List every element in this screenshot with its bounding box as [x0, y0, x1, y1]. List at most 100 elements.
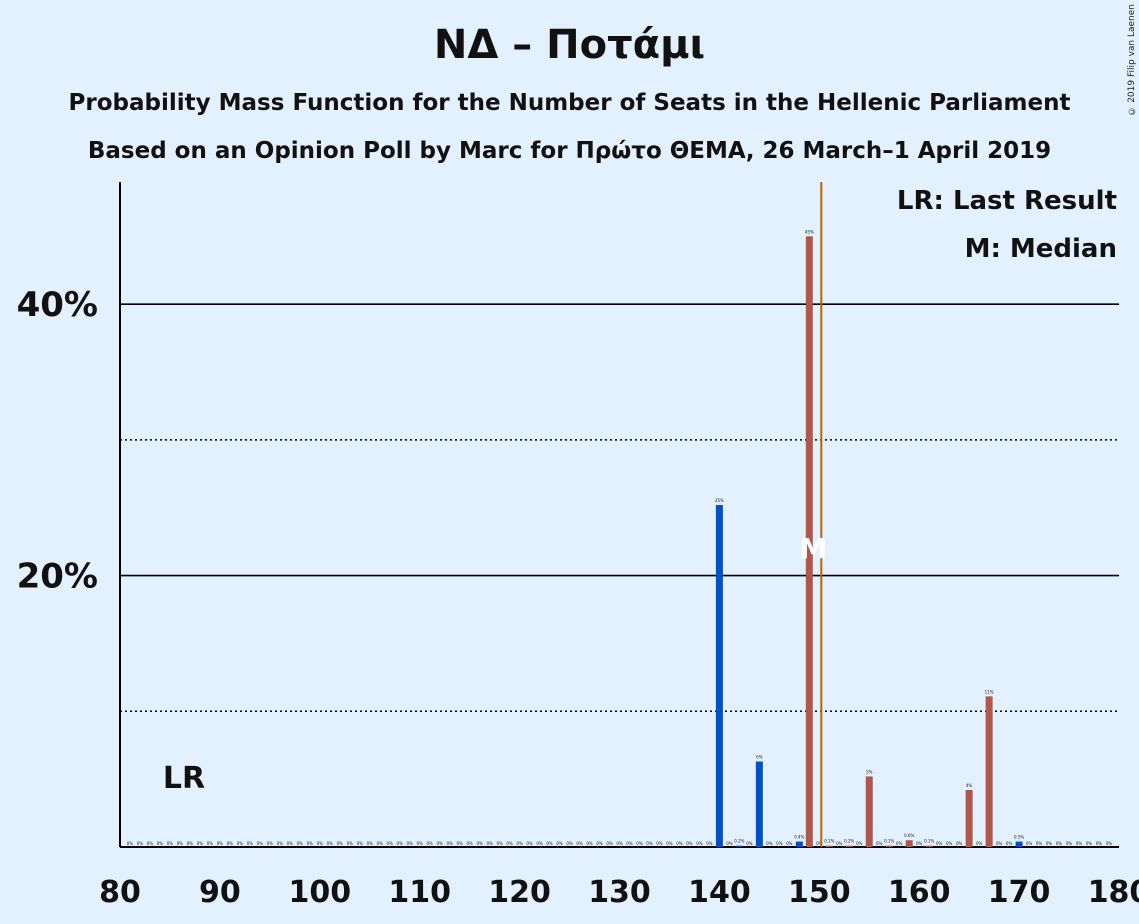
zero-data-label: 0%: [696, 841, 703, 846]
x-tick-label: 100: [288, 875, 351, 910]
zero-data-label: 0%: [277, 841, 284, 846]
bar-seats-153: [845, 845, 853, 847]
zero-data-label: 0%: [576, 841, 583, 846]
zero-data-label: 0%: [496, 841, 503, 846]
data-label-seats-142: 0.2%: [734, 839, 744, 844]
zero-data-label: 0%: [247, 841, 254, 846]
zero-data-label: 0%: [377, 841, 384, 846]
zero-data-label: 0%: [596, 841, 603, 846]
data-label-seats-151: 0.1%: [824, 839, 834, 844]
bar-seats-148: [795, 841, 803, 847]
zero-data-label: 0%: [207, 841, 214, 846]
zero-data-label: 0%: [197, 841, 204, 846]
zero-data-label: 0%: [407, 841, 414, 846]
bar-seats-161: [925, 845, 933, 847]
zero-data-label: 0%: [1026, 841, 1033, 846]
zero-data-label: 0%: [317, 841, 324, 846]
zero-data-label: 0%: [1036, 841, 1043, 846]
zero-data-label: 0%: [876, 841, 883, 846]
chart-source: Based on an Opinion Poll by Marc for Πρώ…: [87, 138, 1052, 164]
zero-data-label: 0%: [656, 841, 663, 846]
bar-seats-155: [865, 776, 873, 847]
chart-subtitle: Probability Mass Function for the Number…: [68, 90, 1071, 116]
data-label-seats-140: 25%: [715, 498, 724, 503]
legend-last-result: LR: Last Result: [897, 186, 1117, 216]
zero-data-label: 0%: [427, 841, 434, 846]
data-label-seats-167: 11%: [985, 689, 994, 694]
zero-data-label: 0%: [227, 841, 234, 846]
bar-seats-170: [1015, 841, 1023, 847]
y-tick-label: 40%: [17, 285, 98, 325]
data-label-seats-149: 45%: [805, 229, 814, 234]
data-label-seats-159: 0.6%: [904, 833, 914, 838]
zero-data-label: 0%: [946, 841, 953, 846]
zero-data-label: 0%: [836, 841, 843, 846]
bar-seats-144: [755, 761, 763, 847]
zero-data-label: 0%: [786, 841, 793, 846]
data-label-seats-144: 6%: [756, 755, 763, 760]
zero-data-label: 0%: [916, 841, 923, 846]
zero-data-label: 0%: [347, 841, 354, 846]
zero-data-label: 0%: [706, 841, 713, 846]
zero-data-label: 0%: [536, 841, 543, 846]
zero-data-label: 0%: [726, 841, 733, 846]
x-tick-label: 140: [688, 875, 751, 910]
zero-data-label: 0%: [816, 841, 823, 846]
x-tick-label: 130: [588, 875, 651, 910]
data-label-seats-165: 4%: [966, 783, 973, 788]
zero-data-label: 0%: [606, 841, 613, 846]
zero-data-label: 0%: [187, 841, 194, 846]
data-label-seats-153: 0.2%: [844, 839, 854, 844]
data-label-seats-157: 0.1%: [884, 839, 894, 844]
zero-data-label: 0%: [476, 841, 483, 846]
zero-data-label: 0%: [976, 841, 983, 846]
zero-data-label: 0%: [167, 841, 174, 846]
zero-data-label: 0%: [297, 841, 304, 846]
zero-data-label: 0%: [666, 841, 673, 846]
zero-data-label: 0%: [856, 841, 863, 846]
data-label-seats-155: 5%: [866, 769, 873, 774]
zero-data-label: 0%: [506, 841, 513, 846]
zero-data-label: 0%: [636, 841, 643, 846]
x-tick-label: 150: [788, 875, 851, 910]
zero-data-label: 0%: [546, 841, 553, 846]
zero-data-label: 0%: [896, 841, 903, 846]
zero-data-label: 0%: [1006, 841, 1013, 846]
bar-seats-149: [805, 236, 813, 848]
last-result-marker: LR: [163, 761, 205, 796]
bar-seats-159: [905, 840, 913, 847]
zero-data-label: 0%: [1066, 841, 1073, 846]
zero-data-label: 0%: [357, 841, 364, 846]
zero-data-label: 0%: [556, 841, 563, 846]
data-label-seats-161: 0.1%: [924, 839, 934, 844]
zero-data-label: 0%: [466, 841, 473, 846]
zero-data-label: 0%: [936, 841, 943, 846]
zero-data-label: 0%: [437, 841, 444, 846]
zero-data-label: 0%: [1086, 841, 1093, 846]
zero-data-label: 0%: [646, 841, 653, 846]
zero-data-label: 0%: [367, 841, 374, 846]
bar-seats-167: [985, 696, 993, 847]
zero-data-label: 0%: [1046, 841, 1053, 846]
zero-data-label: 0%: [686, 841, 693, 846]
zero-data-label: 0%: [137, 841, 144, 846]
zero-data-label: 0%: [526, 841, 533, 846]
x-tick-label: 90: [199, 875, 241, 910]
zero-data-label: 0%: [307, 841, 314, 846]
bar-seats-140: [715, 505, 723, 847]
data-label-seats-170: 0.5%: [1014, 835, 1024, 840]
zero-data-label: 0%: [127, 841, 134, 846]
zero-data-label: 0%: [147, 841, 154, 846]
chart-title: ΝΔ – Ποτάμι: [433, 22, 706, 68]
zero-data-label: 0%: [996, 841, 1003, 846]
x-tick-label: 160: [888, 875, 951, 910]
data-label-seats-148: 0.4%: [794, 835, 804, 840]
zero-data-label: 0%: [1106, 841, 1113, 846]
zero-data-label: 0%: [516, 841, 523, 846]
x-tick-label: 120: [488, 875, 551, 910]
x-tick-label: 110: [388, 875, 451, 910]
bar-seats-151: [825, 845, 833, 847]
zero-data-label: 0%: [387, 841, 394, 846]
zero-data-label: 0%: [337, 841, 344, 846]
